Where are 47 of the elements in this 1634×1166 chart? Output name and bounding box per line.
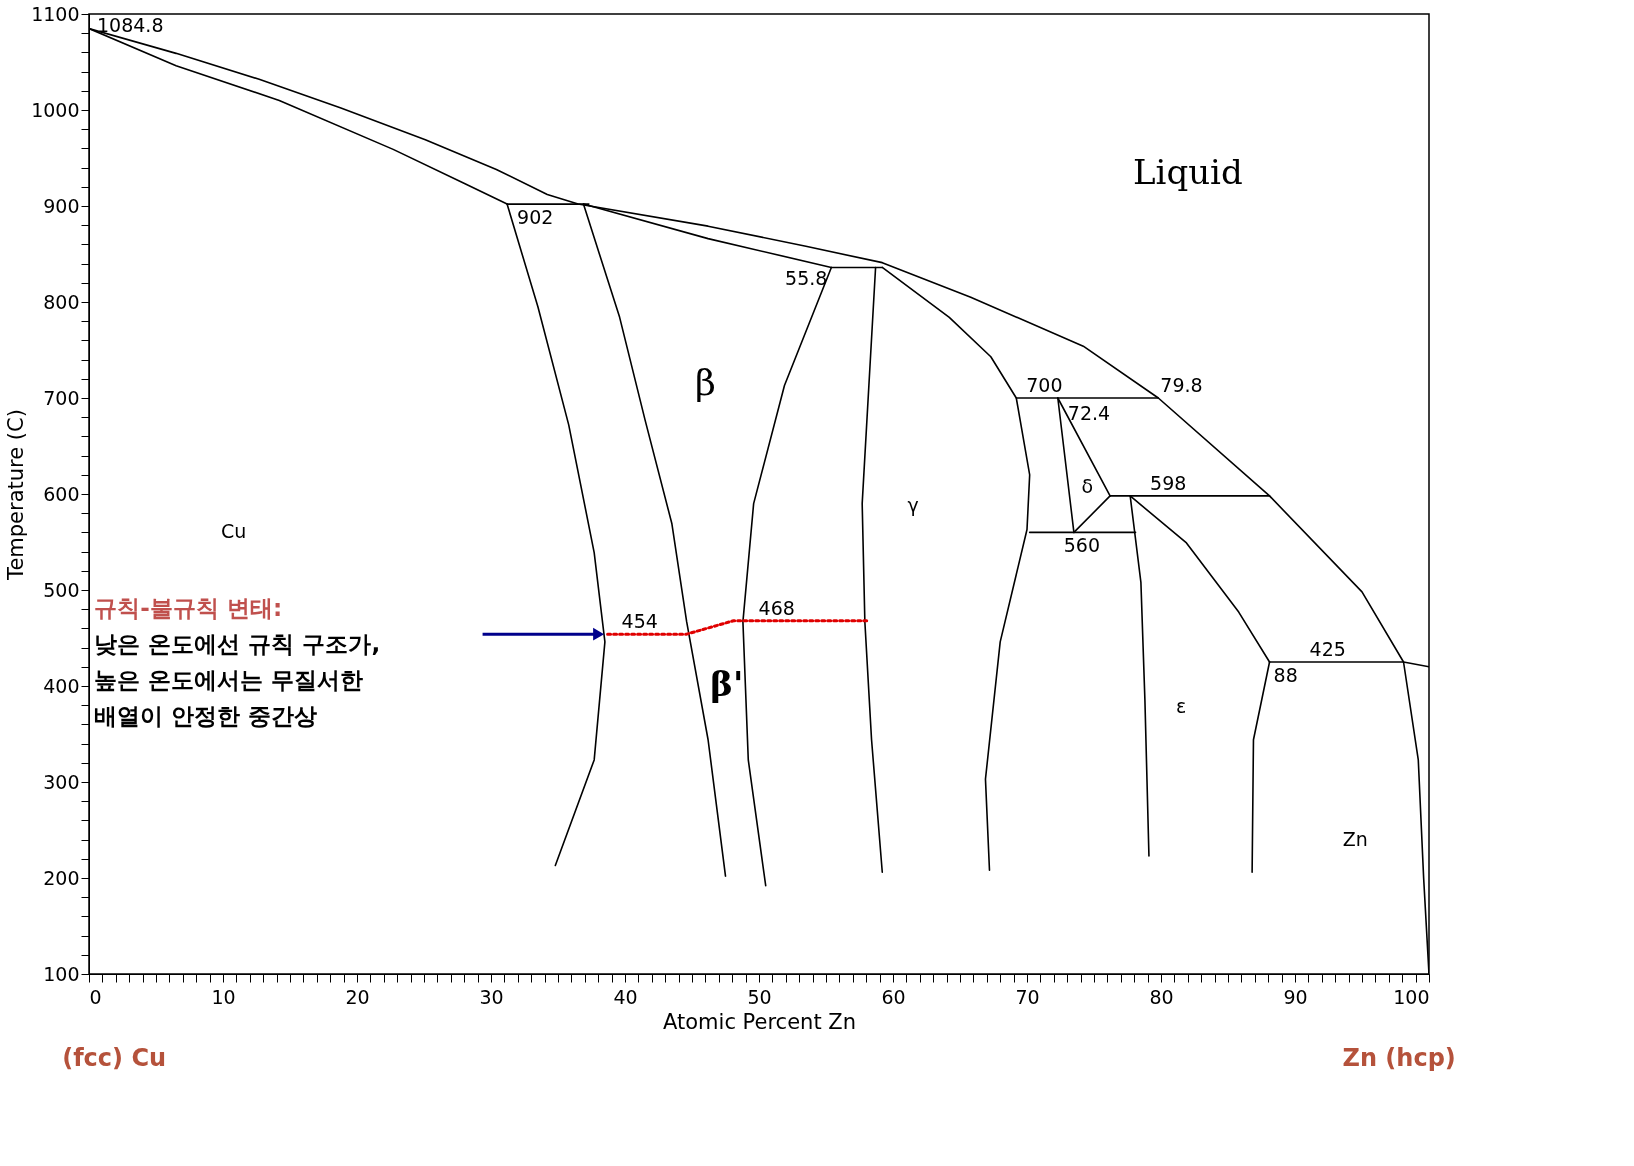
y-tick-label: 500	[43, 578, 80, 601]
annotation: Zn	[1342, 827, 1368, 850]
annotation: 규칙-불규칙 변태: 낮은 온도에선 규칙 구조가, 높은 온도에서는 무질서한 배열이 안정한 중간상	[94, 595, 381, 730]
y-tick-label: 600	[43, 482, 80, 505]
x-tick-label: 70	[1015, 985, 1040, 1008]
x-tick-label: 50	[747, 985, 772, 1008]
text: Zn (hcp)	[1342, 1044, 1456, 1072]
x-tick-label: 40	[613, 985, 638, 1008]
annotation: 72.4	[1067, 402, 1111, 424]
annotation: ε	[1175, 695, 1187, 718]
annotation: 425	[1309, 638, 1346, 660]
annotation: 55.8	[785, 267, 828, 290]
y-tick-label: 300	[43, 770, 80, 793]
y-tick-label: 400	[43, 674, 80, 697]
y-tick-label: 900	[43, 194, 80, 217]
y-tick-label: 700	[43, 386, 80, 409]
annotation: 560	[1063, 534, 1101, 557]
annotation: 468	[758, 596, 795, 619]
annotation: 700	[1026, 374, 1063, 396]
annotation: γ	[907, 493, 919, 516]
y-tick-label: 800	[43, 290, 80, 313]
annotation: β	[694, 361, 716, 403]
annotation: 88	[1273, 664, 1298, 686]
annotation: 1084.8	[97, 13, 164, 36]
annotation: 598	[1150, 471, 1187, 494]
y-tick-label: 1000	[31, 98, 80, 121]
annotation: 902	[517, 206, 554, 229]
x-tick-label: 80	[1149, 985, 1174, 1008]
annotation: δ	[1081, 475, 1094, 498]
annotation: 454	[621, 610, 658, 633]
x-tick-label: 100	[1393, 985, 1430, 1008]
y-tick-label: 100	[43, 962, 80, 985]
x-tick-label: 20	[345, 985, 370, 1008]
text: (fcc) Cu	[62, 1044, 167, 1072]
y-tick-label: 1100	[31, 2, 80, 25]
annotation: Cu	[221, 520, 247, 543]
y-tick-label: 200	[43, 866, 80, 889]
y-axis-title: Temperature (C)	[4, 409, 29, 581]
annotation: β'	[710, 664, 744, 704]
x-tick-label: 30	[479, 985, 504, 1008]
annotation: 79.8	[1160, 374, 1203, 396]
annotation: Liquid	[1132, 152, 1243, 193]
x-axis-title: Atomic Percent Zn	[663, 1009, 856, 1034]
x-tick-label: 60	[881, 985, 906, 1008]
x-tick-label: 90	[1283, 985, 1308, 1008]
x-tick-label: 10	[211, 985, 236, 1008]
x-tick-label: 0	[89, 985, 102, 1008]
